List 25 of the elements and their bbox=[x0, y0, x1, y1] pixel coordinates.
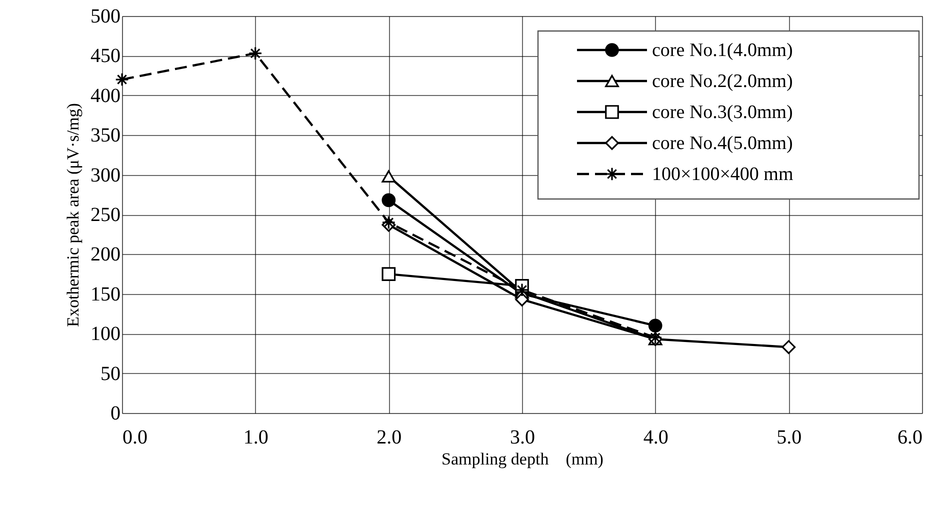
y-tick-label: 350 bbox=[90, 124, 120, 147]
y-tick-label: 100 bbox=[90, 323, 120, 346]
legend-label: core No.1(4.0mm) bbox=[652, 40, 793, 61]
x-tick-label: 1.0 bbox=[243, 426, 268, 448]
y-tick-label: 150 bbox=[90, 283, 120, 306]
y-tick-label: 400 bbox=[90, 84, 120, 107]
x-tick-label: 4.0 bbox=[643, 426, 668, 448]
x-tick-label: 0.0 bbox=[122, 426, 148, 448]
y-tick-label: 0 bbox=[110, 402, 120, 424]
legend-label: core No.4(5.0mm) bbox=[652, 133, 793, 154]
x-tick-label: 5.0 bbox=[776, 426, 802, 448]
y-axis-title: Exothermic peak area (μV·s/mg) bbox=[64, 103, 82, 327]
x-axis-title: Sampling depth (mm) bbox=[442, 450, 604, 468]
x-tick-label: 3.0 bbox=[510, 426, 535, 448]
y-tick-label: 300 bbox=[90, 164, 120, 186]
legend-label: core No.2(2.0mm) bbox=[652, 71, 793, 92]
y-tick-label: 50 bbox=[100, 362, 120, 385]
x-tick-label: 6.0 bbox=[898, 426, 922, 448]
legend-label: core No.3(3.0mm) bbox=[652, 102, 793, 123]
y-tick-label: 450 bbox=[90, 45, 120, 68]
y-tick-label: 250 bbox=[90, 204, 120, 226]
legend-label: 100×100×400 mm bbox=[652, 164, 794, 185]
y-tick-label: 500 bbox=[90, 6, 120, 28]
x-tick-label: 2.0 bbox=[376, 426, 402, 448]
y-tick-label: 200 bbox=[90, 244, 120, 266]
